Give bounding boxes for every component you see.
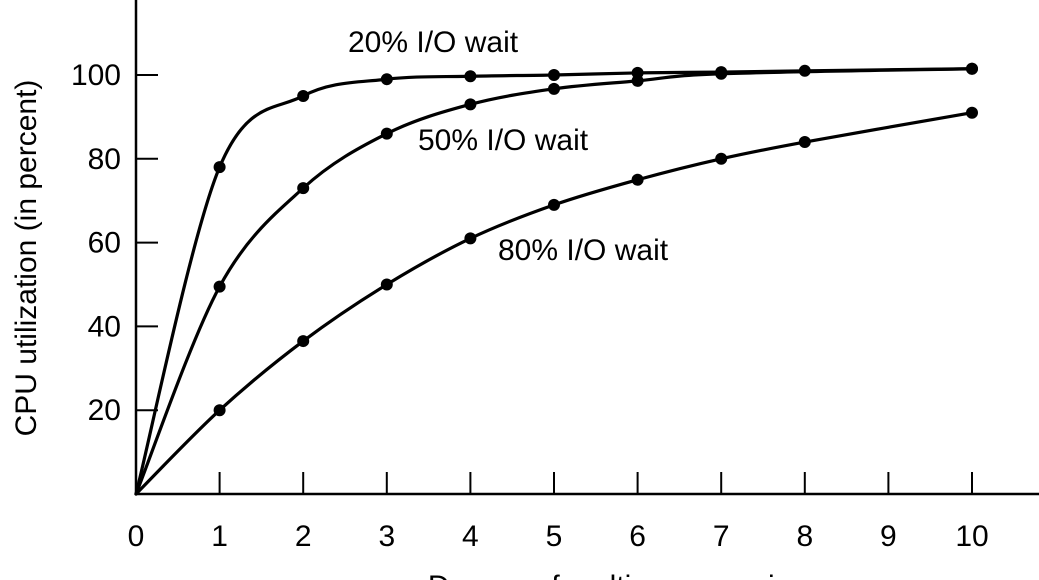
x-tick-label: 10 bbox=[955, 520, 988, 553]
data-point bbox=[798, 136, 811, 149]
data-point bbox=[464, 98, 477, 111]
data-point bbox=[464, 70, 477, 83]
y-tick-label: 20 bbox=[88, 394, 121, 427]
data-point bbox=[213, 161, 226, 174]
data-point bbox=[297, 335, 310, 348]
data-point bbox=[297, 89, 310, 102]
data-point bbox=[380, 278, 393, 291]
series-label-80: 80% I/O wait bbox=[498, 234, 669, 267]
data-point bbox=[380, 73, 393, 86]
data-point bbox=[213, 404, 226, 417]
data-point bbox=[631, 173, 644, 186]
x-tick-label: 7 bbox=[713, 520, 730, 553]
x-tick-label: 1 bbox=[211, 520, 228, 553]
data-point bbox=[631, 74, 644, 87]
data-point bbox=[380, 127, 393, 140]
x-tick-label: 9 bbox=[880, 520, 897, 553]
x-tick-label: 2 bbox=[295, 520, 312, 553]
x-axis-title: Degree of multiprogramming bbox=[428, 570, 808, 580]
axes: 0 1 2 3 4 5 6 7 8 9 10 20 40 60 80 100 bbox=[71, 0, 1039, 553]
data-point bbox=[798, 64, 811, 77]
x-tick-label: 3 bbox=[378, 520, 395, 553]
data-point bbox=[213, 280, 226, 293]
data-point bbox=[548, 198, 560, 211]
x-tick-label: 6 bbox=[629, 520, 646, 553]
series-label-50: 50% I/O wait bbox=[418, 124, 589, 157]
series-line-2 bbox=[134, 111, 974, 496]
x-tick-label: 0 bbox=[128, 520, 145, 553]
y-axis-title: CPU utilization (in percent) bbox=[10, 80, 43, 437]
y-tick-label: 80 bbox=[88, 143, 121, 176]
data-point bbox=[297, 182, 310, 195]
data-point bbox=[715, 67, 728, 80]
labels: CPU utilization (in percent) Degree of m… bbox=[10, 26, 808, 580]
data-point bbox=[464, 232, 477, 245]
x-tick-label: 5 bbox=[546, 520, 563, 553]
data-point bbox=[548, 69, 560, 81]
y-tick-label: 100 bbox=[71, 59, 121, 92]
x-tick-label: 8 bbox=[796, 520, 813, 553]
x-tick-label: 4 bbox=[462, 520, 479, 553]
data-points bbox=[213, 62, 978, 417]
data-point bbox=[966, 106, 978, 119]
data-point bbox=[715, 152, 728, 165]
data-point bbox=[966, 62, 978, 75]
y-tick-label: 40 bbox=[88, 310, 121, 343]
data-point bbox=[548, 82, 560, 95]
series-label-20: 20% I/O wait bbox=[348, 26, 519, 59]
y-tick-label: 60 bbox=[88, 227, 121, 260]
